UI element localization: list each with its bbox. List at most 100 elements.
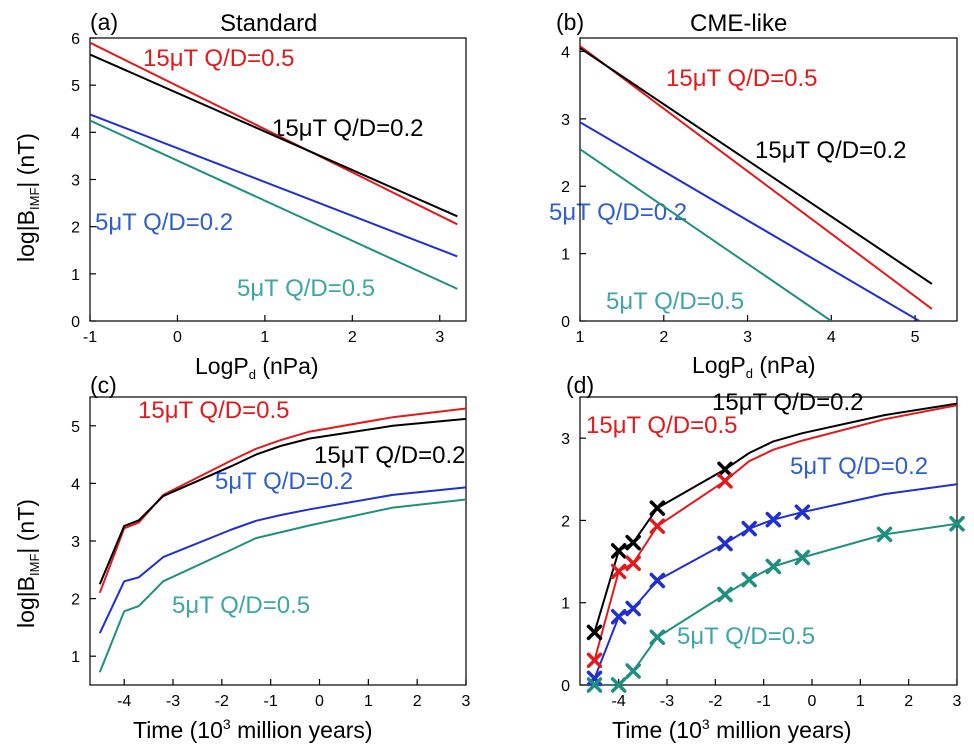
panel-b-x-axis-label: LogPd (nPa): [692, 352, 816, 381]
label-5uT-qd-0-2: 5μT Q/D=0.2: [95, 209, 233, 236]
series-line-1: [580, 47, 933, 285]
marker-stroke: [610, 543, 627, 559]
panel-d-x-axis-label: Time (103 million years): [612, 716, 852, 743]
label-5uT-qd-0-2: 5μT Q/D=0.2: [790, 453, 928, 480]
x-tick-label: -3: [660, 693, 674, 710]
x-tick-label: -2: [215, 693, 229, 710]
y-tick-label: 3: [561, 431, 570, 448]
marker-stroke: [610, 563, 627, 580]
y-tick-label: 2: [561, 179, 570, 196]
marker-stroke: [625, 555, 641, 571]
label-15uT-qd-0-2: 15μT Q/D=0.2: [272, 115, 423, 142]
marker-stroke: [876, 526, 893, 543]
x-tick-label: 1: [576, 329, 585, 346]
panel-a-y-axis-label: log|BIMF| (nT): [13, 133, 42, 262]
marker-stroke: [586, 652, 603, 669]
x-tick-label: 1: [856, 693, 865, 710]
panel-a-standard: (a) Standard 15μT Q/D=0.5 15μT Q/D=0.2 5…: [13, 9, 467, 382]
series-line-0: [98, 407, 466, 594]
data-point-marker: [625, 600, 641, 617]
y-tick-label: 5: [71, 78, 80, 95]
label-5uT-qd-0-5: 5μT Q/D=0.5: [677, 623, 815, 650]
y-tick-label: 4: [71, 476, 80, 493]
marker-stroke: [610, 608, 627, 625]
marker-stroke: [717, 461, 733, 478]
axes-frame: [579, 396, 958, 686]
data-point-marker: [610, 563, 627, 580]
marker-stroke: [625, 663, 641, 679]
marker-stroke: [586, 624, 603, 641]
series-line-1: [593, 404, 957, 661]
x-tick-label: -4: [117, 693, 131, 710]
x-tick-label: 3: [743, 329, 752, 346]
y-tick-label: 2: [71, 592, 80, 609]
series-line-0: [593, 402, 957, 633]
series-line-3: [98, 498, 466, 673]
y-tick-label: 3: [561, 112, 570, 129]
marker-stroke: [741, 520, 757, 537]
marker-stroke: [625, 600, 641, 617]
panel-a-title: Standard: [220, 10, 317, 37]
marker-stroke: [649, 518, 666, 534]
panel-a-tag: (a): [90, 9, 118, 35]
label-15uT-qd-0-5: 15μT Q/D=0.5: [143, 45, 294, 72]
series-group: [98, 407, 466, 673]
series-line-2: [90, 113, 458, 258]
panel-b-tag: (b): [556, 9, 584, 35]
label-5uT-qd-0-2: 5μT Q/D=0.2: [549, 199, 687, 226]
y-tick-label: 0: [561, 314, 570, 331]
data-point-marker: [649, 572, 666, 589]
data-point-marker: [765, 511, 782, 528]
data-point-marker: [649, 500, 666, 516]
panel-c-y-axis-label: log|BIMF| (nT): [13, 499, 42, 628]
y-tick-label: 1: [71, 267, 80, 284]
label-5uT-qd-0-5: 5μT Q/D=0.5: [237, 275, 375, 302]
data-point-marker: [625, 534, 641, 551]
y-tick-label: 2: [71, 220, 80, 237]
data-point-marker: [610, 677, 627, 693]
y-tick-label: 0: [561, 678, 570, 695]
label-5uT-qd-0-5: 5μT Q/D=0.5: [172, 592, 310, 619]
y-tick-label: 1: [561, 596, 570, 613]
y-tick-label: 5: [71, 419, 80, 436]
data-point-marker: [717, 586, 733, 603]
label-15uT-qd-0-5: 15μT Q/D=0.5: [586, 412, 737, 439]
series-line-2: [593, 483, 957, 679]
marker-stroke: [586, 677, 603, 693]
y-tick-label: 3: [71, 534, 80, 551]
data-point-marker: [610, 608, 627, 625]
y-tick-label: 3: [71, 173, 80, 190]
label-15uT-qd-0-2: 15μT Q/D=0.2: [712, 389, 863, 416]
data-point-marker: [741, 571, 757, 588]
series-line-3: [594, 522, 957, 685]
data-point-marker: [876, 526, 893, 543]
panel-a-x-axis-label: LogPd (nPa): [195, 353, 319, 382]
series-line-0: [90, 41, 458, 226]
marker-stroke: [649, 572, 666, 589]
panel-c-x-axis-label: Time (103 million years): [133, 716, 373, 743]
panel-b-title: CME-like: [690, 10, 787, 37]
series-line-0: [580, 45, 933, 310]
y-tick-label: 2: [561, 513, 570, 530]
x-tick-label: -1: [757, 693, 771, 710]
panel-c: (c) 15μT Q/D=0.5 15μT Q/D=0.2 5μT Q/D=0.…: [13, 372, 471, 743]
x-tick-label: 3: [462, 693, 471, 710]
label-15uT-qd-0-5: 15μT Q/D=0.5: [666, 65, 817, 92]
x-tick-label: 0: [173, 329, 182, 346]
panel-c-tag: (c): [90, 372, 117, 398]
data-point-marker: [586, 677, 603, 693]
data-point-marker: [610, 543, 627, 559]
series-group: [580, 45, 933, 321]
marker-stroke: [717, 535, 733, 552]
panel-d-tag: (d): [566, 372, 594, 398]
series-line-2: [98, 486, 466, 634]
x-tick-label: -4: [612, 693, 626, 710]
label-15uT-qd-0-2: 15μT Q/D=0.2: [755, 137, 906, 164]
data-point-marker: [649, 518, 666, 534]
data-point-marker: [949, 515, 965, 532]
series-line-2: [580, 121, 920, 321]
data-point-marker: [765, 558, 782, 575]
data-point-marker: [717, 473, 733, 489]
x-tick-label: 5: [911, 329, 920, 346]
data-point-marker: [586, 652, 603, 669]
